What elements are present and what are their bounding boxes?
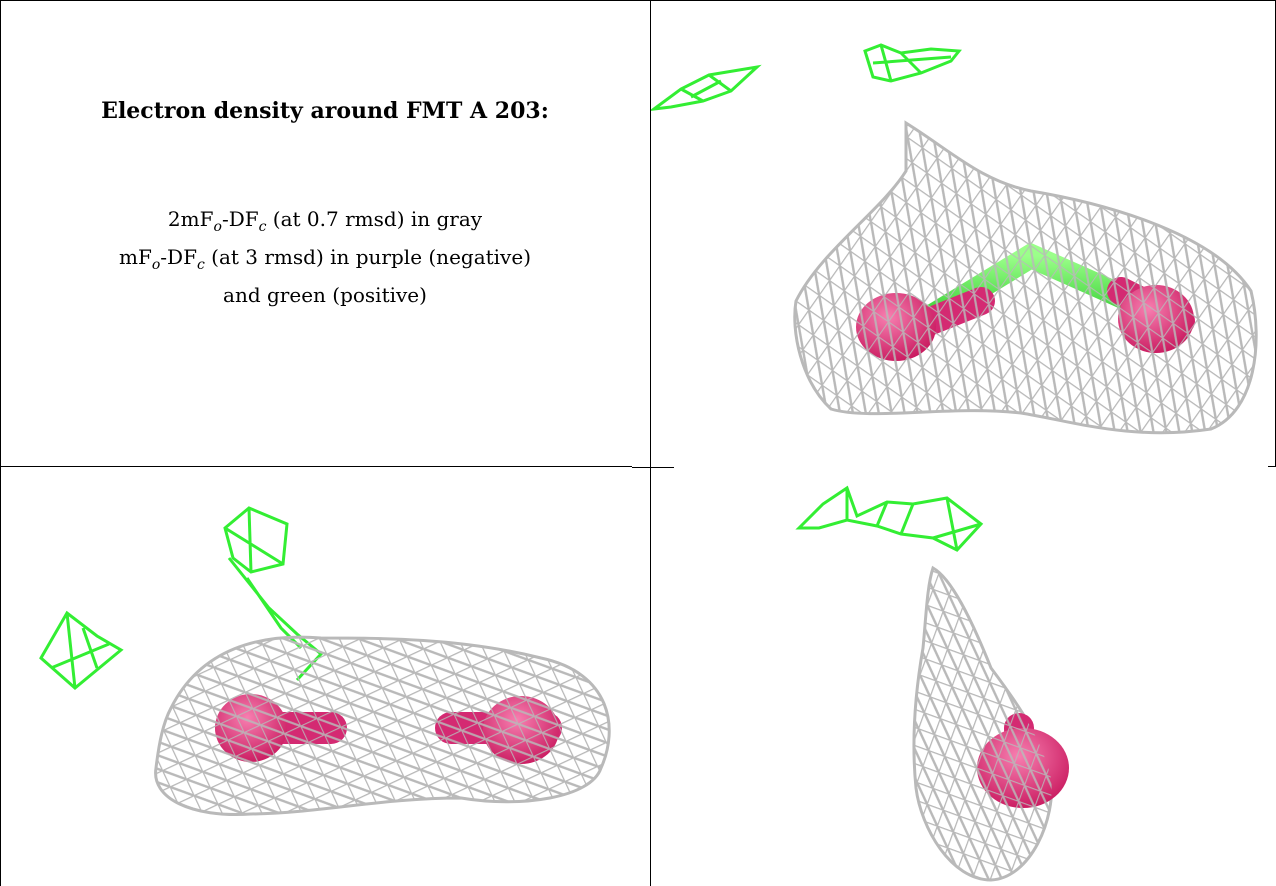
table-left-border [0,0,1,886]
density-render-1 [651,43,1258,435]
positive-density-blob [651,64,762,111]
legend-line-fo-fc: mFo-DFc (at 3 rmsd) in purple (negative) [119,245,531,273]
table-middle-border-right [1268,466,1276,467]
table-middle-border-center [632,467,674,468]
figure-description: 2mFo-DFc (at 0.7 rmsd) in gray mFo-DFc (… [0,204,650,310]
density-view-top-right [651,1,1275,466]
table-top-border [0,0,1276,1]
positive-density-blob [223,506,324,682]
table-middle-border-left [0,466,632,467]
density-view-bottom-left [1,468,650,886]
positive-density-blob [795,485,984,552]
legend-line-2fo-fc: 2mFo-DFc (at 0.7 rmsd) in gray [167,207,483,235]
positive-density-blob [863,43,962,83]
caption-cell: Electron density around FMT A 203: 2mFo-… [0,0,650,462]
legend-line-colors: and green (positive) [223,283,427,307]
density-render-3 [795,485,1069,882]
density-render-2 [39,506,611,817]
positive-density-blob [39,610,124,690]
table-center-divider [650,0,651,886]
figure-title: Electron density around FMT A 203: [101,98,549,124]
density-view-bottom-right [651,468,1275,886]
